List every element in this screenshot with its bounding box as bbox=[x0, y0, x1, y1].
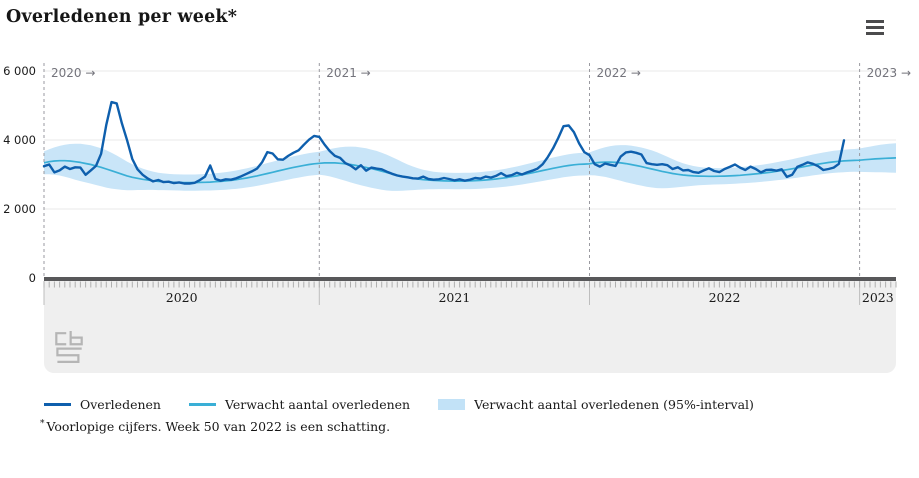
observed-line bbox=[42, 100, 846, 185]
footnote: * Voorlopige cijfers. Week 50 van 2022 is… bbox=[40, 419, 390, 434]
footnote-text: Voorlopige cijfers. Week 50 van 2022 is … bbox=[46, 419, 391, 435]
interval-band-swatch bbox=[438, 399, 466, 410]
cbs-logo-c bbox=[55, 332, 67, 346]
legend-item-observed: Overledenen bbox=[44, 397, 161, 412]
menu-button[interactable] bbox=[866, 15, 888, 39]
year-annotation: 2023 → bbox=[867, 66, 911, 80]
y-tick-label: 2 000 bbox=[3, 202, 36, 216]
cbs-logo bbox=[55, 331, 83, 363]
axis-footer-band bbox=[44, 281, 896, 373]
page-title: Overledenen per week* bbox=[6, 7, 238, 27]
cbs-logo-b bbox=[69, 331, 83, 346]
y-tick-label: 0 bbox=[29, 271, 36, 285]
y-axis-labels: 6 000 4 000 2 000 0 bbox=[3, 64, 36, 285]
gridlines bbox=[44, 70, 896, 210]
legend-label: Verwacht aantal overledenen (95%-interva… bbox=[474, 397, 754, 412]
expected-line-swatch bbox=[188, 403, 216, 406]
interval-band bbox=[44, 143, 896, 191]
y-tick-label: 6 000 bbox=[3, 64, 36, 78]
legend-label: Overledenen bbox=[80, 397, 161, 412]
year-annotation: 2020 → bbox=[51, 66, 95, 80]
year-annotation: 2021 → bbox=[326, 66, 370, 80]
legend-item-interval: Verwacht aantal overledenen (95%-interva… bbox=[438, 397, 754, 412]
legend-label: Verwacht aantal overledenen bbox=[224, 397, 411, 412]
legend: Overledenen Verwacht aantal overledenen … bbox=[44, 397, 782, 412]
observed-line-swatch bbox=[44, 403, 71, 406]
y-tick-label: 4 000 bbox=[3, 133, 36, 147]
hamburger-menu-icon bbox=[866, 19, 888, 35]
expected-line bbox=[43, 157, 897, 184]
footnote-marker: * bbox=[40, 419, 45, 429]
cbs-logo-s bbox=[56, 347, 82, 363]
legend-item-expected: Verwacht aantal overledenen bbox=[188, 397, 411, 412]
year-annotation: 2022 → bbox=[597, 66, 641, 80]
